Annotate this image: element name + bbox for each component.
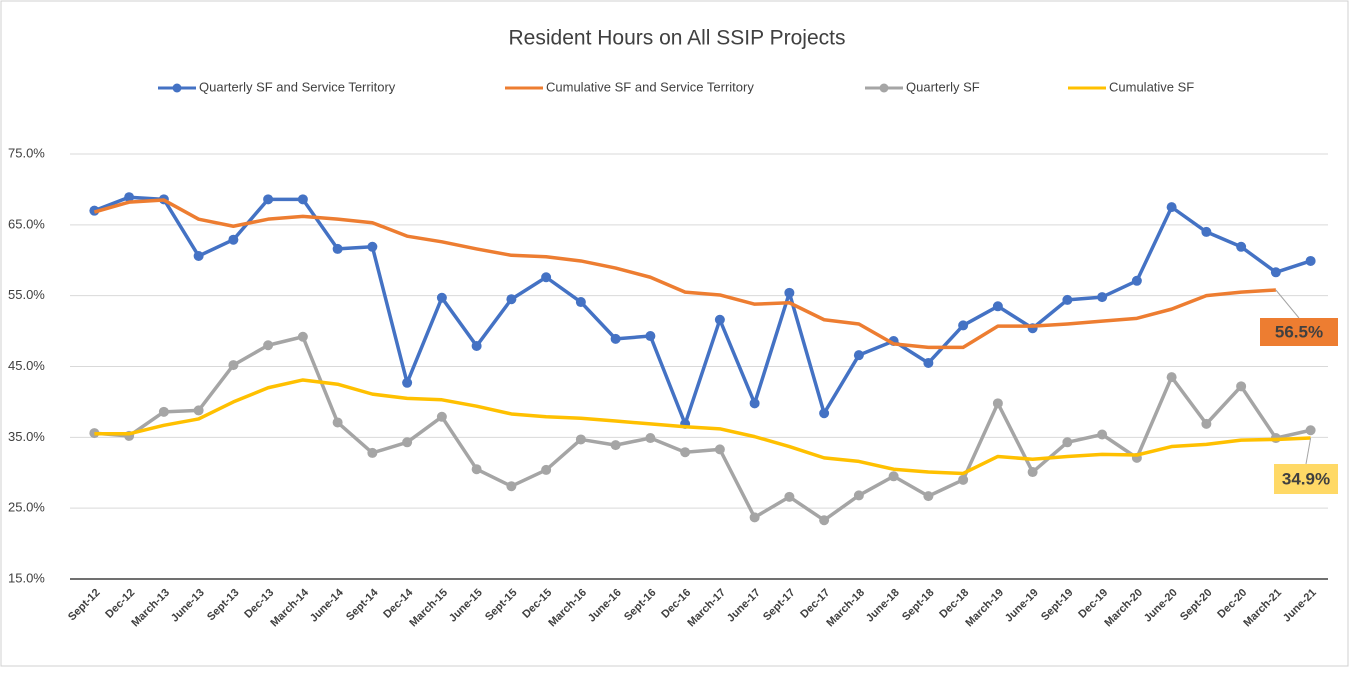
data-point (158, 406, 169, 417)
chart-title: Resident Hours on All SSIP Projects (509, 27, 846, 50)
data-point (645, 331, 656, 342)
data-point (1305, 255, 1316, 266)
data-point (436, 411, 447, 422)
data-point (1270, 267, 1281, 278)
data-point (819, 408, 830, 419)
callout-box (1274, 464, 1338, 494)
data-point (958, 474, 969, 485)
data-point (1166, 372, 1177, 383)
data-point (853, 350, 864, 361)
data-point (923, 357, 934, 368)
legend-label: Cumulative SF (1109, 79, 1194, 94)
data-point (575, 434, 586, 445)
series-line (94, 378, 1311, 476)
data-point (1027, 467, 1038, 478)
legend-label: Cumulative SF and Service Territory (546, 79, 754, 94)
data-point (645, 433, 656, 444)
y-tick-label: 15.0% (8, 570, 45, 585)
data-point (506, 294, 517, 305)
data-point (436, 292, 447, 303)
data-point (992, 398, 1003, 409)
data-point (263, 194, 274, 205)
y-tick-label: 45.0% (8, 358, 45, 373)
series-line (93, 195, 1312, 426)
data-point (958, 320, 969, 331)
data-point (506, 481, 517, 492)
data-point (124, 192, 135, 203)
legend-label: Quarterly SF and Service Territory (199, 79, 396, 94)
data-point (888, 471, 899, 482)
y-tick-label: 25.0% (8, 500, 45, 515)
legend-marker (879, 83, 889, 93)
series-line (93, 198, 1276, 350)
data-point (1201, 418, 1212, 429)
data-point (332, 243, 343, 254)
data-point (784, 491, 795, 502)
callout-leader (1275, 289, 1300, 319)
data-point (228, 360, 239, 371)
data-point (471, 464, 482, 475)
data-point (228, 234, 239, 245)
data-point (332, 417, 343, 428)
data-point (680, 447, 691, 458)
data-point (541, 464, 552, 475)
data-point (1236, 241, 1247, 252)
data-point (1062, 437, 1073, 448)
legend-marker (172, 83, 182, 93)
data-point (749, 398, 760, 409)
data-point (784, 287, 795, 298)
data-point (297, 331, 308, 342)
data-point (575, 297, 586, 308)
callout-box (1260, 318, 1338, 346)
series-line (94, 335, 1312, 522)
data-point (1097, 292, 1108, 303)
legend-label: Quarterly SF (906, 79, 980, 94)
y-tick-label: 65.0% (8, 216, 45, 231)
data-point (1166, 202, 1177, 213)
data-point (471, 340, 482, 351)
data-point (1236, 381, 1247, 392)
data-point (992, 301, 1003, 312)
callout-label: 34.9% (1282, 469, 1330, 488)
y-tick-label: 75.0% (8, 145, 45, 160)
data-point (610, 440, 621, 451)
data-point (714, 314, 725, 325)
data-point (193, 405, 204, 416)
data-point (819, 515, 830, 526)
y-tick-label: 35.0% (8, 429, 45, 444)
y-tick-label: 55.0% (8, 287, 45, 302)
data-point (610, 333, 621, 344)
data-point (297, 194, 308, 205)
data-point (749, 512, 760, 523)
data-point (1062, 294, 1073, 305)
data-point (923, 491, 934, 502)
data-point (1201, 226, 1212, 237)
data-point (714, 444, 725, 455)
data-point (402, 377, 413, 388)
data-point (1305, 425, 1316, 436)
callout-leader (1305, 437, 1312, 465)
data-point (367, 447, 378, 458)
data-point (263, 340, 274, 351)
callout-label: 56.5% (1275, 322, 1323, 341)
data-point (402, 437, 413, 448)
data-point (853, 490, 864, 501)
data-point (193, 251, 204, 261)
data-point (1131, 275, 1142, 286)
data-point (541, 272, 552, 283)
data-point (1097, 429, 1108, 440)
data-point (367, 241, 378, 252)
